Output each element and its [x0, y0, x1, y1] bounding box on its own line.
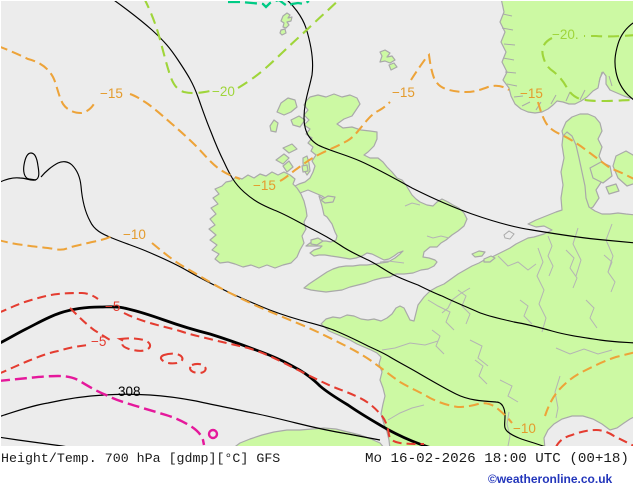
svg-text:−15: −15: [392, 85, 415, 100]
svg-text:−15: −15: [100, 86, 123, 101]
svg-text:−20: −20: [212, 84, 235, 99]
svg-text:−15: −15: [520, 86, 543, 101]
svg-text:−20.: −20.: [552, 27, 579, 42]
svg-text:−5: −5: [105, 299, 120, 314]
svg-text:−15: −15: [253, 178, 276, 193]
svg-text:308: 308: [118, 384, 141, 399]
svg-text:−5: −5: [91, 334, 106, 349]
svg-text:−10: −10: [513, 421, 536, 436]
svg-text:−10: −10: [123, 227, 146, 242]
